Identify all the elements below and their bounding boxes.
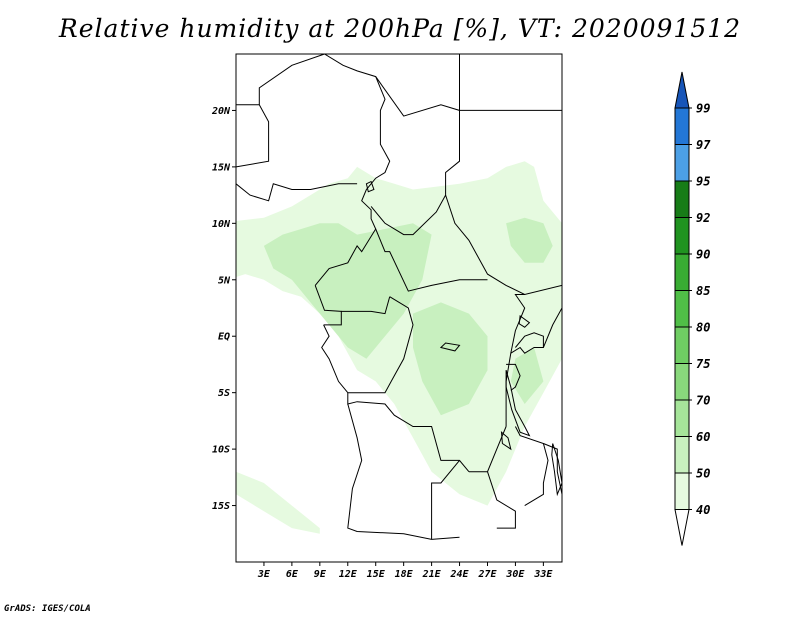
colorbar-box [674, 107, 690, 145]
colorbar-box [674, 326, 690, 364]
border-line-3 [314, 76, 391, 286]
colorbar-label: 70 [696, 394, 710, 408]
lon-tick-label: 3E [257, 569, 271, 580]
colorbar-box [674, 363, 690, 401]
lake-outline-1 [551, 443, 562, 497]
colorbar-box [674, 290, 690, 328]
border-line-17 [510, 307, 562, 354]
border-line-22 [487, 471, 516, 529]
lon-tick-label: 33E [533, 569, 553, 580]
border-line-13 [347, 403, 460, 540]
lat-tick-label: EQ [218, 332, 230, 343]
border-line-12 [347, 392, 470, 473]
colorbar-label: 92 [696, 211, 710, 225]
border-line-8 [347, 296, 414, 394]
lat-tick-label: 5S [218, 388, 230, 399]
humidity-region-2 [263, 223, 432, 359]
lon-tick-label: 6E [286, 569, 299, 580]
country-border-layer [236, 54, 562, 540]
border-line-18 [506, 363, 521, 391]
lake-outline-3 [518, 314, 531, 328]
humidity-region-0 [236, 161, 562, 506]
colorbar-box [674, 436, 690, 474]
chart-title: Relative humidity at 200hPa [%], VT: 202… [58, 14, 742, 43]
border-line-20 [514, 426, 549, 507]
border-line-2 [324, 54, 460, 117]
border-line-7 [375, 228, 488, 292]
border-line-10 [341, 296, 391, 315]
humidity-region-5 [510, 347, 544, 404]
lake-outline-4 [500, 431, 512, 451]
map-frame [235, 53, 563, 563]
lon-tick-label: 27E [477, 569, 497, 580]
lat-tick-label: 20N [211, 106, 231, 117]
lat-tick-label: 10S [212, 445, 230, 456]
colorbar-label: 99 [696, 102, 710, 116]
lon-tick-label: 15E [367, 569, 386, 580]
colorbar-label: 50 [696, 467, 710, 481]
latitude-axis: 20N 15N 10N 5N EQ 5S 10S 15S [211, 106, 236, 512]
grads-credit: GrADS: IGES/COLA [4, 604, 91, 614]
border-line-19 [515, 332, 544, 348]
lat-tick-label: 5N [218, 275, 231, 286]
colorbar-box [674, 144, 690, 182]
colorbar-label: 85 [696, 284, 710, 298]
lake-outline-0 [505, 369, 531, 437]
lon-tick-label: 21E [422, 569, 442, 580]
lon-tick-label: 30E [505, 569, 525, 580]
colorbar-min-triangle [674, 509, 690, 546]
colorbar-label: 97 [696, 138, 711, 152]
colorbar-box [674, 253, 690, 291]
longitude-axis: 3E 6E 9E 12E 15E 18E 21E 24E 27E 30E 33E [257, 562, 553, 580]
border-line-1 [236, 104, 358, 202]
lon-tick-label: 12E [339, 569, 358, 580]
humidity-region-3 [413, 302, 488, 416]
border-line-0 [236, 54, 325, 106]
colorbar-label: 75 [696, 357, 710, 371]
colorbar-label: 95 [696, 175, 710, 189]
humidity-region-1 [236, 471, 320, 534]
lake-outline-5 [439, 342, 461, 352]
humidity-region-4 [506, 217, 553, 263]
border-line-14 [431, 460, 460, 540]
lon-tick-label: 18E [395, 569, 414, 580]
humidity-fill-layer [236, 161, 562, 534]
lon-tick-label: 24E [450, 569, 470, 580]
colorbar-label: 80 [696, 321, 710, 335]
border-line-16 [505, 294, 526, 427]
lat-tick-label: 15N [212, 162, 231, 173]
lat-tick-label: 10N [212, 219, 231, 230]
colorbar-box [674, 180, 690, 218]
lake-outline-2 [365, 180, 375, 193]
colorbar-max-triangle [674, 71, 690, 109]
colorbar-label: 60 [696, 430, 710, 444]
colorbar-box [674, 472, 690, 510]
colorbar-label: 40 [696, 503, 710, 517]
colorbar-label: 90 [696, 248, 710, 262]
colorbar-box [674, 217, 690, 255]
lon-tick-label: 9E [314, 569, 327, 580]
lat-tick-label: 15S [212, 501, 230, 512]
border-line-11 [321, 324, 349, 394]
border-line-21 [543, 443, 562, 495]
border-line-4 [370, 110, 460, 236]
colorbar-box [674, 399, 690, 437]
color-legend: 40 50 60 70 75 80 85 90 92 95 97 99 [674, 71, 711, 546]
